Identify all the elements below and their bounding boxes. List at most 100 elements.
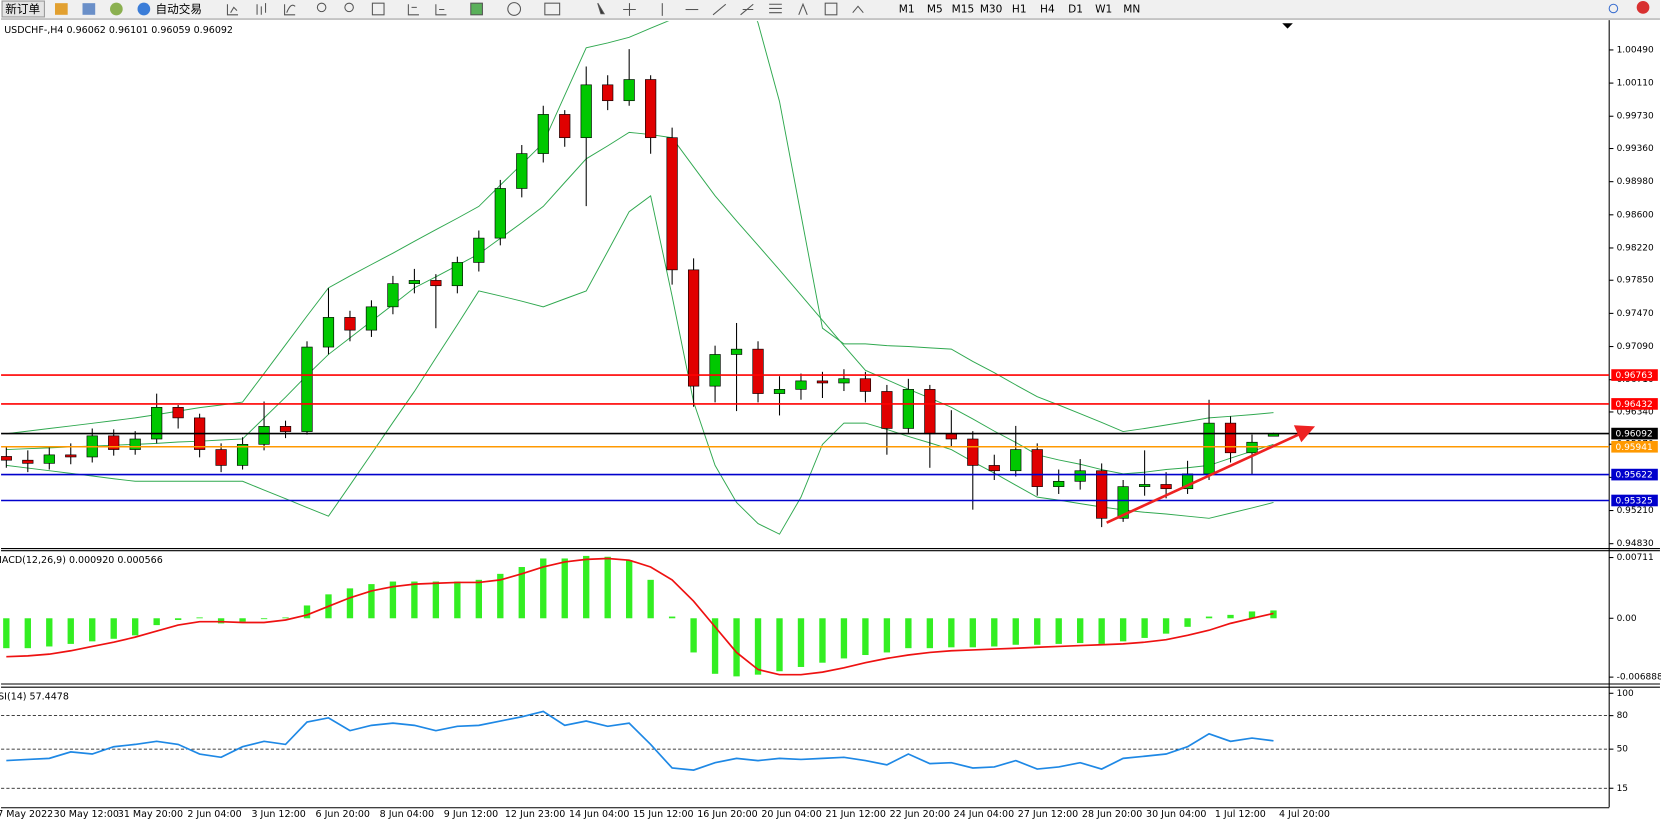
cursor-icon[interactable] (597, 2, 606, 15)
macd-bar (174, 618, 182, 620)
y-tick-label: 0.97850 (1617, 276, 1654, 286)
macd-bar (24, 618, 31, 649)
channel-icon[interactable] (740, 3, 754, 16)
candle-body (602, 84, 614, 102)
candle-body (108, 435, 120, 450)
macd-bar (1270, 610, 1277, 619)
price-level-tag (1611, 440, 1658, 453)
candle-body (215, 449, 227, 466)
macd-bar (196, 617, 203, 619)
indicator-title: MACD(12,26,9) 0.000920 0.000566 (0, 555, 163, 566)
x-tick-label: 22 Jun 20:00 (890, 809, 950, 820)
icon[interactable] (470, 2, 483, 16)
trend-arrow (1106, 425, 1316, 524)
icon[interactable] (407, 4, 419, 16)
macd-bar (905, 618, 912, 649)
icon[interactable] (284, 4, 296, 16)
timeframe-button[interactable]: H4 (1040, 4, 1055, 16)
macd-bar (948, 618, 955, 648)
notification-icon[interactable] (1636, 1, 1650, 14)
candle-body (816, 380, 829, 384)
y-tick-label: 0.94830 (1617, 539, 1654, 549)
candle-body (623, 79, 635, 102)
new-order-button[interactable] (1, 0, 45, 18)
icon[interactable] (544, 2, 561, 16)
macd-bar (991, 618, 998, 647)
bollinger-lower (6, 195, 1274, 535)
x-tick-label: 16 Jun 20:00 (697, 809, 757, 820)
macd-bar (46, 618, 53, 647)
rsi-line (6, 710, 1274, 771)
x-tick-label: 12 Jun 23:00 (505, 809, 565, 820)
candle-body (645, 79, 657, 139)
timeframe-button[interactable]: M30 (980, 4, 1003, 16)
candle-body (1203, 422, 1215, 475)
tool-icons (226, 2, 864, 16)
candle-body (451, 262, 463, 287)
candle-body (1031, 449, 1043, 487)
label-icon[interactable] (824, 2, 838, 16)
macd-bar (1034, 618, 1041, 645)
crosshair-icon[interactable] (623, 3, 636, 16)
arrow-icon[interactable] (852, 5, 864, 14)
fibo-icon[interactable] (769, 3, 782, 14)
icon[interactable] (54, 3, 68, 15)
icon[interactable] (82, 3, 96, 15)
macd-bar (754, 618, 762, 675)
timeframe-button[interactable]: M5 (927, 4, 943, 16)
price-panel: USDCHF-,H4 0.96062 0.96101 0.96059 0.960… (1, 21, 1610, 535)
candle-body (172, 407, 184, 419)
x-tick-label: 6 Jun 20:00 (316, 809, 370, 820)
macd-bar (1162, 618, 1170, 634)
icon[interactable] (316, 2, 327, 13)
macd-bar (862, 618, 869, 656)
price-level-label: 0.95941 (1616, 443, 1653, 453)
macd-bar (89, 618, 96, 642)
y-tick-label: 0.00711 (1617, 553, 1654, 563)
toolbar-bg (1, 0, 1660, 20)
timeframe-button[interactable]: H1 (1012, 4, 1027, 16)
timeframe-button[interactable]: W1 (1095, 4, 1112, 16)
macd-bar (368, 584, 375, 619)
candle-body (666, 137, 678, 271)
price-level-label: 0.95325 (1616, 497, 1653, 507)
price-level-label: 0.96092 (1616, 430, 1653, 440)
timeframe-button[interactable]: M15 (952, 4, 975, 16)
candle-body (752, 348, 764, 394)
price-level-label: 0.96432 (1616, 400, 1653, 410)
auto-trading-label[interactable]: 自动交易 (156, 2, 203, 16)
icon[interactable] (256, 3, 267, 15)
icon[interactable] (344, 2, 354, 13)
candle-body (838, 378, 850, 384)
trend-line (1106, 432, 1301, 524)
candle-body (1, 456, 12, 461)
icon[interactable] (507, 2, 522, 16)
candle-body (945, 433, 957, 440)
icon[interactable] (226, 4, 239, 16)
candle-body (151, 407, 163, 440)
timeframe-button[interactable]: MN (1123, 4, 1140, 16)
icon[interactable] (371, 2, 385, 16)
toolbar: 新订单 自动交易 M1 M5 M1 (1, 0, 1660, 20)
new-order-label[interactable]: 新订单 (5, 2, 40, 16)
macd-bar (518, 567, 525, 619)
candle-body (22, 459, 34, 464)
candle-body (65, 454, 77, 458)
timeframe-button[interactable]: M1 (899, 4, 915, 16)
macd-bar (819, 618, 826, 663)
trendline-icon[interactable] (712, 3, 727, 16)
timeframe-button[interactable]: D1 (1068, 4, 1083, 16)
icon[interactable] (435, 4, 447, 16)
candle-body (1010, 449, 1022, 472)
x-tick-label: 15 Jun 12:00 (633, 809, 693, 820)
text-icon[interactable] (798, 2, 808, 16)
x-tick-label: 1 Jul 12:00 (1215, 809, 1266, 820)
search-icon[interactable] (1608, 3, 1619, 14)
candle-body (1117, 486, 1129, 519)
candle-body (730, 348, 743, 355)
icon[interactable] (110, 2, 123, 16)
y-tick-label: 1.00490 (1617, 45, 1654, 55)
price-level-tag (1611, 369, 1658, 381)
candle-body (988, 465, 1000, 472)
auto-trading-icon[interactable] (137, 2, 151, 16)
